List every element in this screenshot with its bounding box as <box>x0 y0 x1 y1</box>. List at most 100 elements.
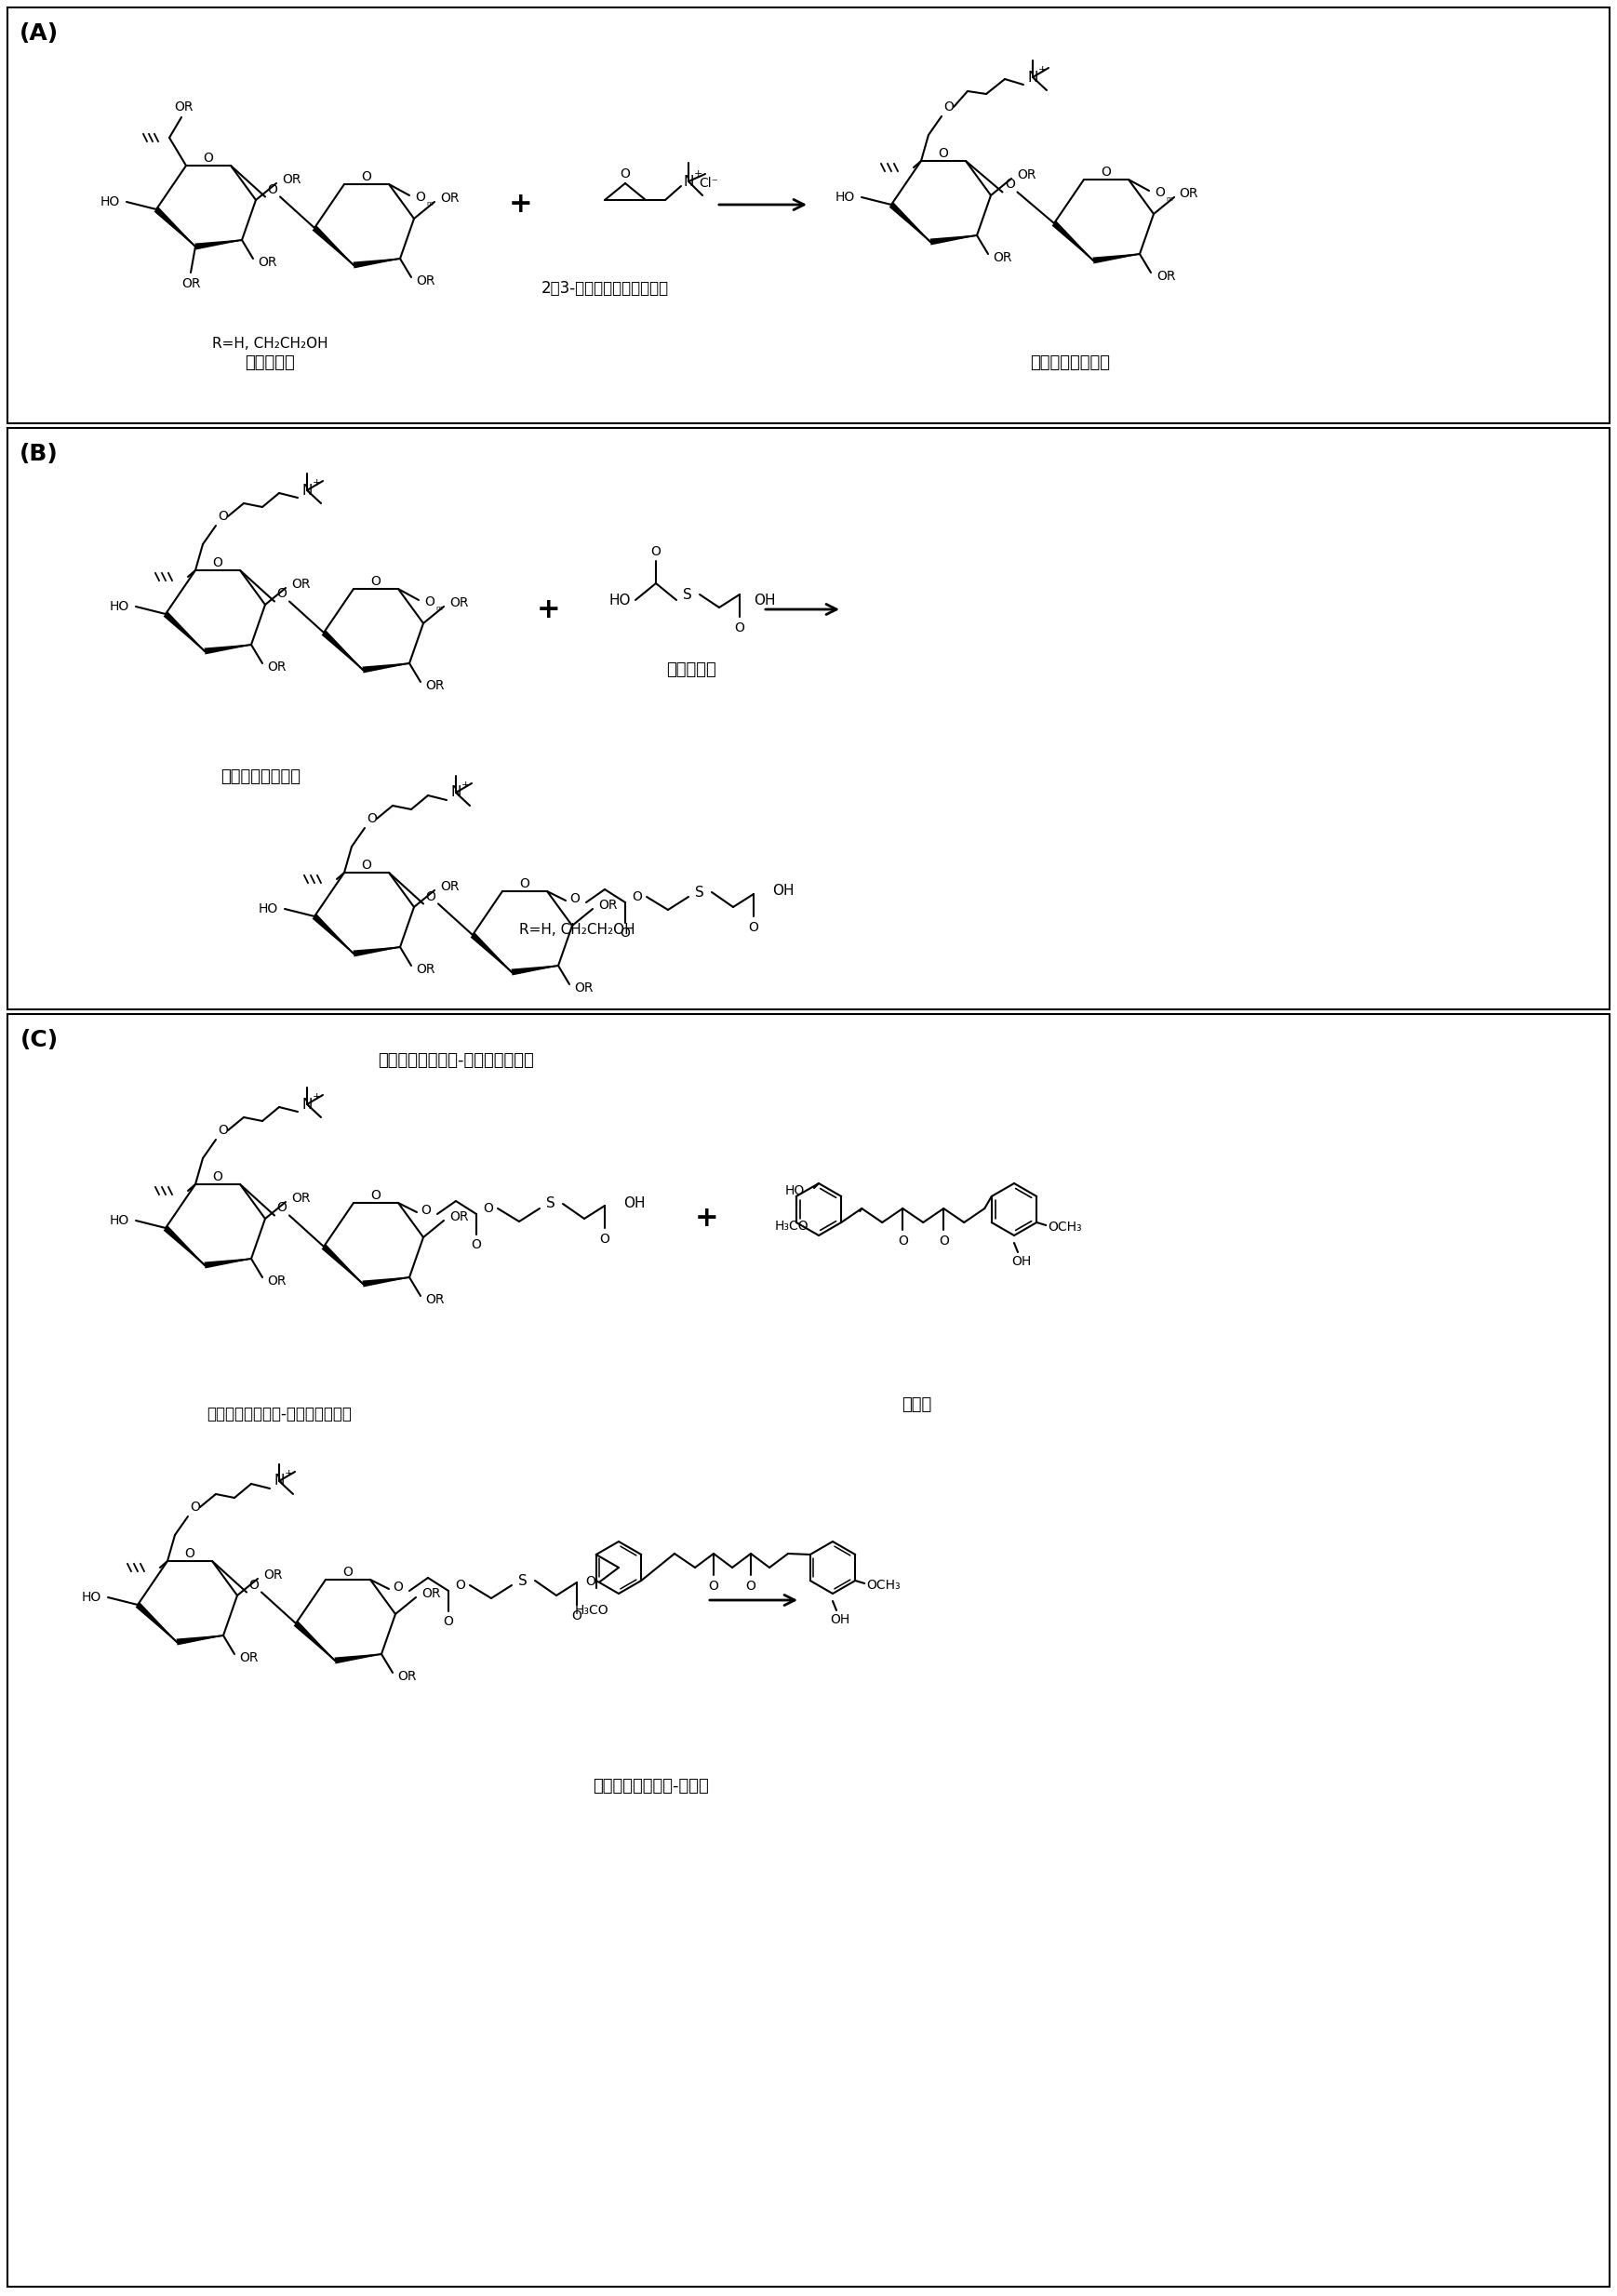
Text: +: + <box>537 597 561 622</box>
Text: HO: HO <box>110 599 129 613</box>
Text: OR: OR <box>440 191 459 204</box>
Polygon shape <box>362 1277 409 1288</box>
Text: O: O <box>218 510 228 523</box>
Text: Cl⁻: Cl⁻ <box>699 177 718 191</box>
Text: O: O <box>938 1235 949 1247</box>
Text: R=H, CH₂CH₂OH: R=H, CH₂CH₂OH <box>212 338 328 351</box>
Text: O: O <box>277 1201 286 1215</box>
Text: OR: OR <box>291 579 310 590</box>
Text: 硫代二丙酸: 硫代二丙酸 <box>666 661 716 677</box>
Text: 2，3-环氧丙基三甲基氯化铵: 2，3-环氧丙基三甲基氯化铵 <box>542 280 668 296</box>
Text: O: O <box>745 1580 755 1593</box>
Text: OR: OR <box>1156 271 1176 282</box>
Text: OR: OR <box>398 1669 417 1683</box>
Text: OH: OH <box>624 1196 645 1210</box>
Text: OH: OH <box>754 592 776 606</box>
Text: O: O <box>471 1238 482 1251</box>
Text: N: N <box>273 1474 285 1488</box>
Polygon shape <box>163 1226 205 1265</box>
Text: OCH₃: OCH₃ <box>867 1580 901 1591</box>
Text: OR: OR <box>574 980 593 994</box>
Text: +: + <box>1038 64 1046 73</box>
Text: +: + <box>312 1093 320 1102</box>
Text: S: S <box>519 1573 527 1587</box>
Text: ₘ: ₘ <box>1166 193 1172 202</box>
Polygon shape <box>154 207 196 248</box>
Text: O: O <box>483 1203 493 1215</box>
Text: (C): (C) <box>19 1029 58 1052</box>
Text: +: + <box>461 781 469 790</box>
Text: 羟乙基淀粉: 羟乙基淀粉 <box>244 354 294 372</box>
Polygon shape <box>889 202 931 241</box>
Text: OR: OR <box>440 879 459 893</box>
Text: OR: OR <box>993 250 1012 264</box>
Text: HO: HO <box>81 1591 100 1605</box>
Text: OCH₃: OCH₃ <box>1048 1221 1082 1233</box>
Text: OR: OR <box>291 1192 310 1205</box>
Polygon shape <box>312 225 354 266</box>
Text: S: S <box>682 588 692 602</box>
Text: +: + <box>509 191 534 218</box>
Text: OR: OR <box>259 255 278 269</box>
Text: O: O <box>191 1502 201 1513</box>
Polygon shape <box>511 964 558 976</box>
Text: H₃CO: H₃CO <box>775 1219 808 1233</box>
Text: O: O <box>204 152 213 165</box>
Text: O: O <box>420 1203 432 1217</box>
Text: O: O <box>213 556 223 569</box>
Text: OR: OR <box>422 1587 440 1600</box>
Text: OR: OR <box>417 962 435 976</box>
Text: O: O <box>585 1575 595 1589</box>
Text: N: N <box>451 785 461 799</box>
Text: O: O <box>621 928 631 939</box>
Text: OR: OR <box>268 1274 286 1288</box>
Text: O: O <box>456 1580 466 1591</box>
Text: O: O <box>1155 186 1166 200</box>
Text: O: O <box>734 622 745 634</box>
Text: +: + <box>695 1205 720 1233</box>
Polygon shape <box>1093 253 1140 264</box>
Polygon shape <box>204 1258 251 1267</box>
Text: S: S <box>695 886 703 900</box>
Text: OR: OR <box>425 680 445 691</box>
Polygon shape <box>1053 220 1093 262</box>
Text: OR: OR <box>450 597 469 608</box>
Polygon shape <box>204 645 251 654</box>
Text: O: O <box>652 544 661 558</box>
Text: N: N <box>302 1097 312 1111</box>
Text: OH: OH <box>830 1614 851 1626</box>
Polygon shape <box>353 257 399 269</box>
Text: O: O <box>367 813 377 824</box>
Text: O: O <box>897 1235 907 1247</box>
Text: O: O <box>632 891 642 902</box>
Polygon shape <box>471 932 513 974</box>
Text: O: O <box>621 168 631 181</box>
Text: OR: OR <box>417 276 435 287</box>
Text: (B): (B) <box>19 443 58 466</box>
Text: O: O <box>425 595 435 608</box>
Text: OR: OR <box>181 278 201 289</box>
Text: OR: OR <box>598 898 618 912</box>
Text: O: O <box>519 877 530 891</box>
Text: OR: OR <box>1017 168 1036 181</box>
Text: 季铵盐羟乙基淀粉-硫代二丙酸单酯: 季铵盐羟乙基淀粉-硫代二丙酸单酯 <box>378 1052 534 1070</box>
Text: N: N <box>684 174 694 188</box>
Text: OR: OR <box>450 1210 469 1224</box>
Text: O: O <box>1004 179 1015 191</box>
Polygon shape <box>312 914 354 953</box>
Text: OR: OR <box>239 1651 259 1665</box>
Text: R=H, CH₂CH₂OH: R=H, CH₂CH₂OH <box>519 923 635 937</box>
Text: O: O <box>425 891 437 902</box>
Text: O: O <box>277 588 286 602</box>
Polygon shape <box>353 946 399 957</box>
Text: HO: HO <box>110 1215 129 1226</box>
Text: OR: OR <box>268 661 286 673</box>
Polygon shape <box>294 1621 335 1660</box>
Text: 季铵盐羟乙基淀粉-硫代二丙酸单酯: 季铵盐羟乙基淀粉-硫代二丙酸单酯 <box>207 1405 351 1424</box>
Polygon shape <box>322 629 364 670</box>
Text: O: O <box>600 1233 610 1247</box>
Text: OR: OR <box>425 1293 445 1306</box>
Polygon shape <box>196 239 243 250</box>
Text: +: + <box>312 478 320 487</box>
Text: O: O <box>393 1580 403 1593</box>
